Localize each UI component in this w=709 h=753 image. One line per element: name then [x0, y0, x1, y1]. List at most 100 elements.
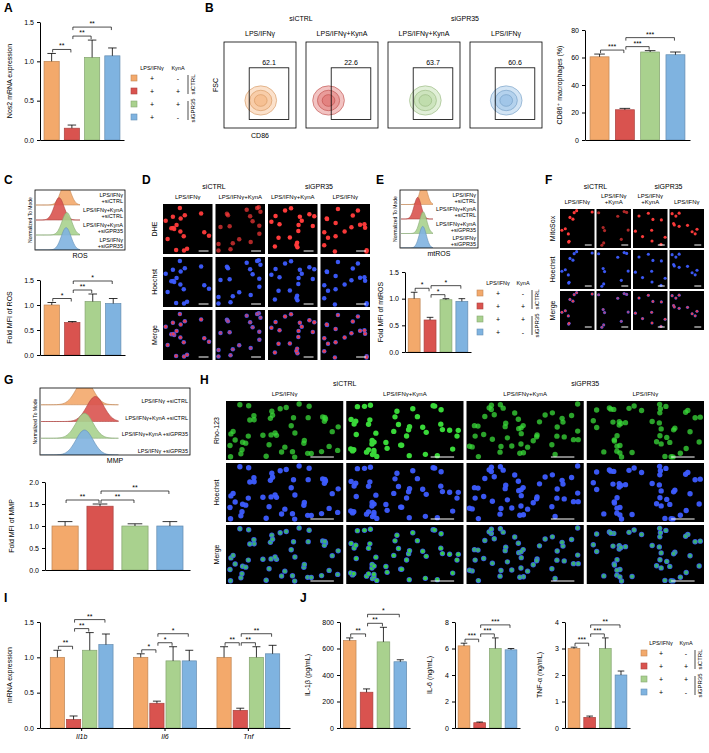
stain-signal — [178, 229, 183, 234]
significance-bracket — [73, 36, 91, 39]
nucleus — [627, 311, 630, 314]
nucleus — [174, 354, 179, 359]
nucleus — [279, 573, 284, 578]
stain-signal — [272, 430, 277, 435]
nucleus — [396, 546, 401, 551]
x-tick: Il1b — [76, 728, 87, 740]
nucleus — [324, 322, 329, 327]
stain-signal — [650, 239, 653, 242]
y-tick: 1.5 — [29, 501, 45, 508]
y-tick: 1.5 — [24, 619, 40, 626]
axis-title: Nos2 mRNA expression — [6, 44, 14, 118]
bar — [44, 305, 59, 355]
nucleus — [537, 481, 542, 486]
stain-signal — [283, 315, 286, 318]
stain-signal — [603, 229, 606, 232]
stain-signal — [270, 326, 273, 329]
micrograph — [560, 209, 595, 248]
flow-contour — [495, 90, 517, 110]
panel-letter: G — [4, 373, 13, 387]
nucleus — [335, 548, 340, 553]
error-bar — [618, 671, 625, 675]
nucleus — [664, 559, 669, 564]
nucleus — [554, 495, 559, 500]
y-tick: 1.5 — [389, 269, 405, 276]
stain-signal — [326, 235, 331, 240]
nucleus — [454, 495, 459, 500]
stain-signal — [678, 451, 683, 456]
histogram-label: LPS/IFNγ +siCTRL — [141, 398, 188, 404]
stain-signal — [564, 310, 566, 312]
nucleus — [542, 536, 547, 541]
axis-title: Fold MFI of ROS — [6, 291, 13, 344]
nucleus — [353, 480, 358, 485]
stain-signal — [615, 568, 619, 572]
row-label: Rho-123 — [213, 417, 220, 444]
nucleus — [552, 576, 557, 581]
nucleus — [435, 577, 440, 582]
significance-label: * — [147, 643, 150, 650]
nucleus — [288, 341, 293, 346]
axis-line — [585, 31, 586, 141]
panel-letter: J — [300, 591, 307, 605]
nucleus — [686, 265, 689, 268]
stain-signal — [355, 529, 359, 533]
nucleus — [266, 504, 271, 509]
stain-signal — [678, 307, 680, 309]
stain-signal — [284, 405, 289, 410]
y-tick: 2 — [445, 698, 455, 705]
stain-signal — [178, 216, 183, 221]
bar — [377, 642, 390, 728]
bar — [122, 526, 148, 570]
scale-bar — [310, 581, 333, 582]
nucleus — [575, 291, 578, 294]
nucleus — [482, 476, 487, 481]
stain-signal — [575, 401, 580, 406]
stain-signal — [456, 428, 461, 433]
nucleus — [664, 318, 667, 321]
nucleus — [322, 539, 327, 544]
stain-signal — [232, 437, 237, 442]
significance-bracket — [481, 625, 510, 628]
stain-signal — [617, 450, 622, 455]
stain-signal — [279, 449, 284, 454]
tick-mark — [37, 693, 40, 694]
tick-label: 0.5 — [24, 689, 34, 696]
stain-signal — [323, 539, 327, 543]
nucleus — [178, 259, 183, 264]
significance-label: ** — [89, 20, 95, 27]
plot-marks — [568, 638, 627, 728]
y-tick: 4 — [445, 672, 455, 679]
stain-signal — [616, 215, 619, 218]
nucleus — [171, 267, 176, 272]
significance-bracket — [75, 629, 89, 632]
nucleus — [618, 483, 623, 488]
error-bar — [380, 627, 387, 642]
stain-signal — [182, 234, 187, 239]
legend-bracket — [695, 676, 696, 695]
tick-mark — [582, 30, 585, 31]
stain-signal — [278, 531, 282, 535]
nucleus — [591, 480, 596, 485]
stain-signal — [311, 330, 314, 333]
significance-label: ** — [79, 622, 85, 629]
nucleus — [228, 516, 233, 521]
tick-label: 2 — [555, 672, 559, 679]
stain-signal — [199, 211, 204, 216]
stain-signal — [665, 559, 669, 563]
scale-bar — [304, 357, 314, 358]
stain-signal — [440, 427, 445, 432]
tick-label: 6 — [445, 645, 449, 652]
stain-signal — [355, 404, 360, 409]
stain-signal — [623, 420, 628, 425]
stain-signal — [550, 567, 554, 571]
histogram-curves — [41, 388, 119, 455]
significance-label: ** — [80, 493, 86, 500]
stain-signal — [182, 341, 185, 344]
significance-bracket — [626, 38, 675, 41]
nucleus — [351, 509, 356, 514]
stain-signal — [564, 227, 567, 230]
stain-signal — [638, 297, 640, 299]
row-label: Merge — [213, 544, 221, 564]
nucleus — [292, 516, 297, 521]
